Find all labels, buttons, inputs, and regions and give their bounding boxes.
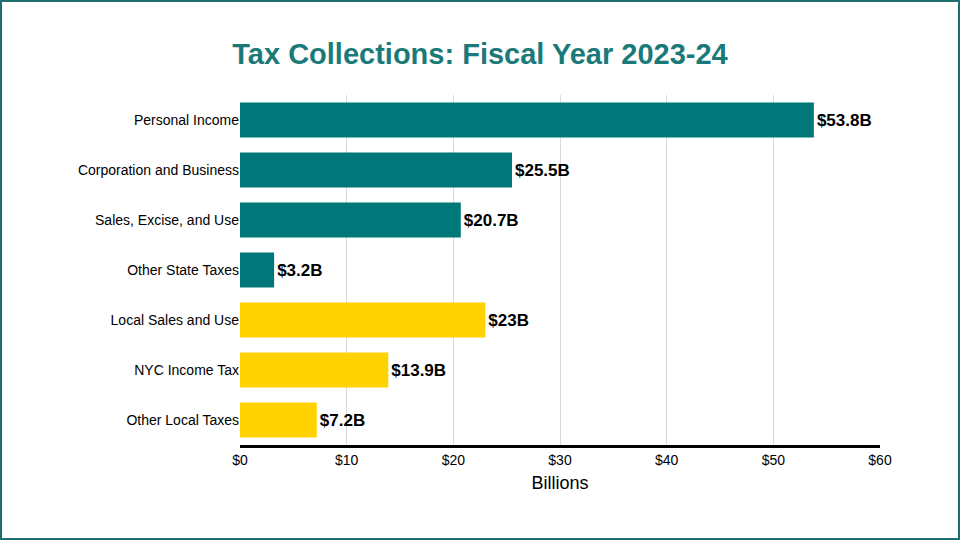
svg-text:$20: $20 bbox=[442, 452, 466, 468]
svg-text:Billions: Billions bbox=[531, 473, 588, 493]
svg-text:$40: $40 bbox=[655, 452, 679, 468]
svg-text:Other State Taxes: Other State Taxes bbox=[127, 262, 239, 278]
svg-text:Sales, Excise, and Use: Sales, Excise, and Use bbox=[95, 212, 239, 228]
svg-text:$30: $30 bbox=[548, 452, 572, 468]
svg-text:NYC Income Tax: NYC Income Tax bbox=[134, 362, 239, 378]
svg-text:$3.2B: $3.2B bbox=[277, 261, 322, 280]
svg-text:$23B: $23B bbox=[488, 311, 529, 330]
svg-text:$25.5B: $25.5B bbox=[515, 161, 570, 180]
svg-text:$10: $10 bbox=[335, 452, 359, 468]
svg-text:Local Sales and Use: Local Sales and Use bbox=[111, 312, 240, 328]
svg-text:$20.7B: $20.7B bbox=[464, 211, 519, 230]
svg-text:Personal Income: Personal Income bbox=[134, 112, 239, 128]
svg-text:$0: $0 bbox=[232, 452, 248, 468]
svg-text:Corporation and Business: Corporation and Business bbox=[78, 162, 239, 178]
svg-text:$13.9B: $13.9B bbox=[391, 361, 446, 380]
svg-text:$50: $50 bbox=[762, 452, 786, 468]
svg-text:Other Local Taxes: Other Local Taxes bbox=[126, 412, 239, 428]
svg-text:Tax Collections: Fiscal Year 2: Tax Collections: Fiscal Year 2023-24 bbox=[232, 38, 727, 70]
svg-text:$7.2B: $7.2B bbox=[320, 411, 365, 430]
svg-text:$60: $60 bbox=[868, 452, 892, 468]
svg-text:$53.8B: $53.8B bbox=[817, 111, 872, 130]
